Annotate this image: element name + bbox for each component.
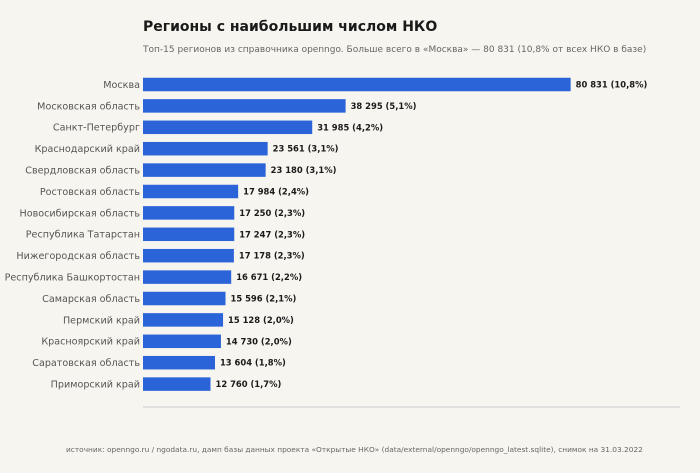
value-label: 17 178 (2,3%)	[239, 251, 305, 261]
bar	[143, 355, 215, 370]
category-label: Саратовская область	[32, 358, 140, 369]
category-label: Республика Татарстан	[26, 230, 140, 241]
chart-title: Регионы с наибольшим числом НКО	[143, 19, 437, 35]
value-label: 16 671 (2,2%)	[236, 272, 302, 282]
value-label: 17 984 (2,4%)	[243, 187, 309, 197]
chart-subtitle: Топ-15 регионов из справочника openngo. …	[142, 45, 646, 55]
bar	[143, 163, 266, 177]
bar	[143, 141, 268, 156]
value-label: 23 180 (3,1%)	[271, 165, 337, 175]
value-label: 31 985 (4,2%)	[317, 122, 383, 132]
value-label: 38 295 (5,1%)	[351, 101, 417, 111]
category-label: Ростовская область	[40, 187, 140, 198]
value-label: 17 250 (2,3%)	[239, 208, 305, 218]
category-label: Московская область	[37, 101, 140, 112]
category-label: Санкт-Петербург	[53, 123, 140, 134]
category-label: Республика Башкортостан	[5, 273, 140, 284]
bar	[143, 270, 232, 284]
category-label: Красноярский край	[41, 337, 140, 348]
category-label: Пермский край	[63, 315, 140, 326]
bar	[143, 248, 234, 263]
category-label: Нижегородская область	[16, 251, 140, 262]
bar	[143, 377, 211, 391]
bar	[143, 77, 571, 92]
category-label: Приморский край	[51, 380, 140, 391]
value-label: 23 561 (3,1%)	[273, 144, 339, 154]
bar	[143, 99, 346, 113]
value-label: 15 128 (2,0%)	[228, 315, 294, 325]
source-note: источник: openngo.ru / ngodata.ru, дамп …	[66, 445, 643, 454]
value-label: 80 831 (10,8%)	[576, 80, 648, 90]
value-label: 17 247 (2,3%)	[239, 229, 305, 239]
bar-group: Москва 80 831 (10,8%) Московская область 38…	[5, 77, 648, 391]
category-label: Новосибирская область	[20, 208, 141, 219]
bar	[143, 184, 239, 199]
bar	[143, 120, 313, 135]
value-label: 15 596 (2,1%)	[231, 294, 297, 304]
bar	[143, 291, 226, 306]
bar	[143, 206, 235, 220]
category-label: Краснодарский край	[35, 144, 140, 155]
category-label: Свердловская область	[25, 166, 140, 177]
value-label: 13 604 (1,8%)	[220, 358, 286, 368]
value-label: 14 730 (2,0%)	[226, 336, 292, 346]
bar	[143, 334, 221, 349]
category-label: Москва	[103, 80, 140, 91]
bar	[143, 227, 235, 242]
category-label: Самарская область	[42, 294, 140, 305]
bar	[143, 313, 224, 327]
value-label: 12 760 (1,7%)	[216, 379, 282, 389]
